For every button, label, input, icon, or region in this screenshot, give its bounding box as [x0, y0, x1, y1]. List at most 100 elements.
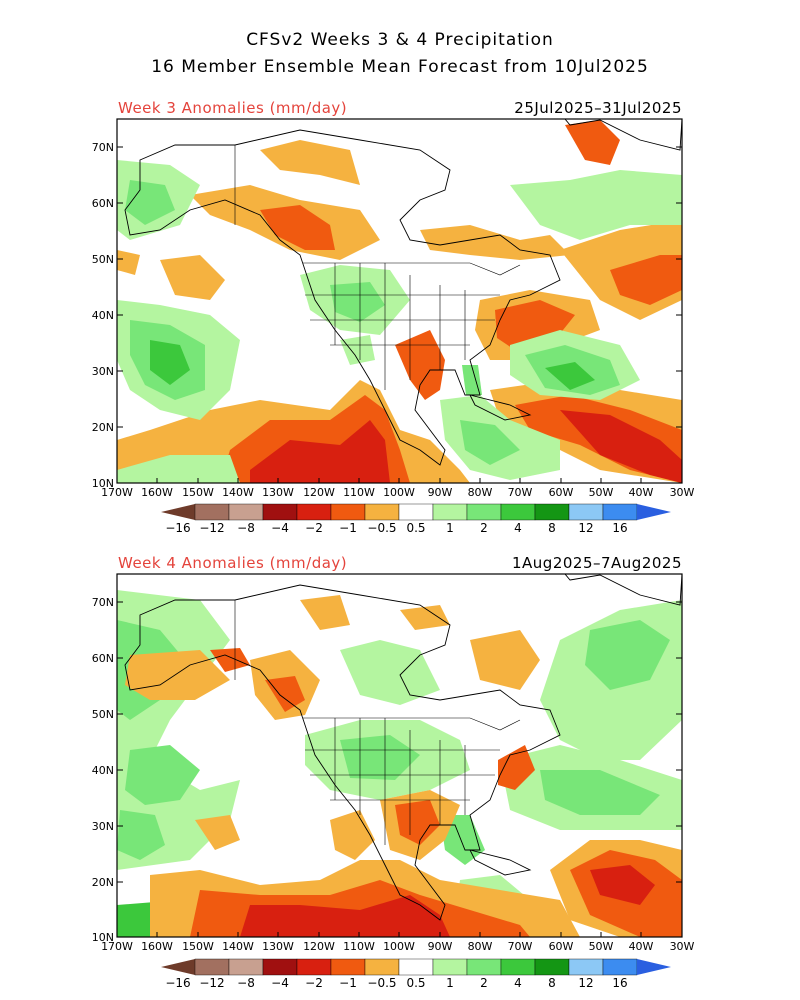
- week4-colorbar-arrow-high: [637, 959, 671, 975]
- week3-colorbar-swatch: [398, 503, 434, 521]
- week4-dry-hudson: [470, 630, 540, 690]
- week3-wet-florida: [462, 365, 482, 395]
- week3-colorbar-label: −0.5: [367, 521, 396, 535]
- week3-lat-label: 60N: [92, 197, 114, 210]
- week4-colorbar-label: −8: [237, 976, 255, 990]
- week4-lat-label: 10N: [92, 931, 114, 944]
- week4-colorbar-swatch: [568, 958, 604, 976]
- week4-dry-alaska: [125, 650, 230, 700]
- week3-colorbar-label: −12: [199, 521, 224, 535]
- week4-colorbar-swatch: [262, 958, 298, 976]
- week4-lon-label: 110W: [343, 940, 375, 953]
- week3-wet-central-pacific-peak: [150, 340, 190, 385]
- week4-lon-label: 90W: [428, 940, 453, 953]
- week4-political-borders: [234, 600, 521, 845]
- week3-dry-pacific-patch: [160, 255, 225, 300]
- week3-lat-labels: 70N 60N 50N 40N 30N 20N 10N: [92, 141, 114, 490]
- week3-lon-label: 100W: [383, 486, 415, 499]
- week4-lat-label: 40N: [92, 764, 114, 777]
- week3-colorbar-arrow-high: [637, 504, 671, 520]
- week3-dry-north-canada: [260, 140, 360, 185]
- week3-colorbar-label: 16: [612, 521, 627, 535]
- week3-lon-label: 110W: [343, 486, 375, 499]
- week4-colorbar-swatch: [364, 958, 400, 976]
- week3-wet-atlantic-peak: [545, 362, 595, 390]
- week3-dry-mexico-gulf: [395, 330, 445, 400]
- week4-wet-pacific-south: [117, 810, 165, 860]
- week4-lon-label: 120W: [303, 940, 335, 953]
- week3-lat-label: 70N: [92, 141, 114, 154]
- week3-colorbar-swatch: [364, 503, 400, 521]
- week4-lon-label: 140W: [222, 940, 254, 953]
- week4-dry-alaska-core: [210, 648, 250, 672]
- week3-lat-label: 10N: [92, 477, 114, 490]
- week3-colorbar-label: 0.5: [406, 521, 425, 535]
- week3-colorbar-label: −1: [339, 521, 357, 535]
- week3-lon-label: 30W: [670, 486, 695, 499]
- week3-colorbar-swatch: [330, 503, 366, 521]
- week3-lat-label: 30N: [92, 365, 114, 378]
- week4-lon-label: 70W: [508, 940, 533, 953]
- week3-colorbar-label: 1: [446, 521, 454, 535]
- week4-wet-north-atlantic-core: [585, 620, 670, 690]
- week4-colorbar-label: −4: [271, 976, 289, 990]
- week3-lon-label: 130W: [262, 486, 294, 499]
- title-line-2: 16 Member Ensemble Mean Forecast from 10…: [151, 57, 649, 77]
- week3-colorbar-arrow-low: [161, 504, 195, 520]
- week3-dry-north-atlantic-core: [610, 255, 682, 305]
- week4-colorbar-label: 16: [612, 976, 627, 990]
- week4-lon-label: 160W: [141, 940, 173, 953]
- week3-colorbar-label: 12: [578, 521, 593, 535]
- week4-date-range: 1Aug2025–7Aug2025: [511, 554, 682, 572]
- week3-colorbar-swatch: [228, 503, 264, 521]
- week4-dry-labrador: [400, 605, 450, 630]
- week3-coastlines: [124, 119, 682, 466]
- week4-colorbar-swatch: [602, 958, 638, 976]
- week4-lon-label: 50W: [589, 940, 614, 953]
- week3-colorbar-label: −16: [165, 521, 190, 535]
- week4-lon-label: 60W: [549, 940, 574, 953]
- week3-lon-label: 140W: [222, 486, 254, 499]
- week4-dry-pacific-patch: [195, 815, 240, 850]
- week4-lon-label: 130W: [262, 940, 294, 953]
- week4-lon-labels: 170W 160W 150W 140W 130W 120W 110W 100W …: [101, 940, 694, 953]
- week4-dry-east-pacific-peak: [240, 895, 450, 937]
- week4-lon-label: 170W: [101, 940, 133, 953]
- week4-lat-label: 60N: [92, 652, 114, 665]
- week4-colorbar-label: −12: [199, 976, 224, 990]
- week4-colorbar-labels: −16 −12 −8 −4 −2 −1 −0.5 0.5 1 2 4 8 12 …: [165, 976, 627, 990]
- week4-colorbar-swatch: [194, 958, 230, 976]
- week4-wet-atlantic-band-core: [540, 770, 660, 815]
- week4-colorbar-swatch: [228, 958, 264, 976]
- week4-colorbar-swatch: [500, 958, 536, 976]
- week3-dry-greenland: [565, 120, 620, 165]
- week3-colorbar-swatch: [534, 503, 570, 521]
- week4-colorbar-swatch: [296, 958, 332, 976]
- week4-colorbar-swatch: [432, 958, 468, 976]
- week3-wet-plains-core: [330, 282, 385, 322]
- week3-colorbar-label: 2: [480, 521, 488, 535]
- week3-colorbar-swatch: [568, 503, 604, 521]
- week3-colorbar: [161, 503, 671, 521]
- week4-map: 70N 60N 50N 40N 30N 20N 10N 170W 160W 15…: [92, 573, 695, 990]
- week4-colorbar: [161, 958, 671, 976]
- week4-colorbar-arrow-low: [161, 959, 195, 975]
- week4-colorbar-label: −2: [305, 976, 323, 990]
- week3-panel-label: Week 3 Anomalies (mm/day): [118, 99, 348, 117]
- week3-dry-atlantic-peak: [560, 410, 682, 483]
- title-line-1: CFSv2 Weeks 3 & 4 Precipitation: [246, 30, 554, 50]
- week4-colorbar-label: −0.5: [367, 976, 396, 990]
- week3-wet-labrador: [510, 170, 682, 240]
- week4-colorbar-swatch: [398, 958, 434, 976]
- week3-lon-label: 90W: [428, 486, 453, 499]
- week4-anomaly-field: [117, 574, 682, 937]
- week3-date-range: 25Jul2025–31Jul2025: [514, 99, 682, 117]
- week3-colorbar-labels: −16 −12 −8 −4 −2 −1 −0.5 0.5 1 2 4 8 12 …: [165, 521, 627, 535]
- week3-colorbar-swatch: [602, 503, 638, 521]
- week3-wet-southwest: [340, 335, 375, 365]
- week4-axis-ticks: [117, 601, 682, 937]
- week3-lat-label: 40N: [92, 309, 114, 322]
- week3-wet-caribbean-core: [460, 420, 520, 465]
- week3-colorbar-label: −2: [305, 521, 323, 535]
- week4-dry-west-coast: [330, 810, 375, 860]
